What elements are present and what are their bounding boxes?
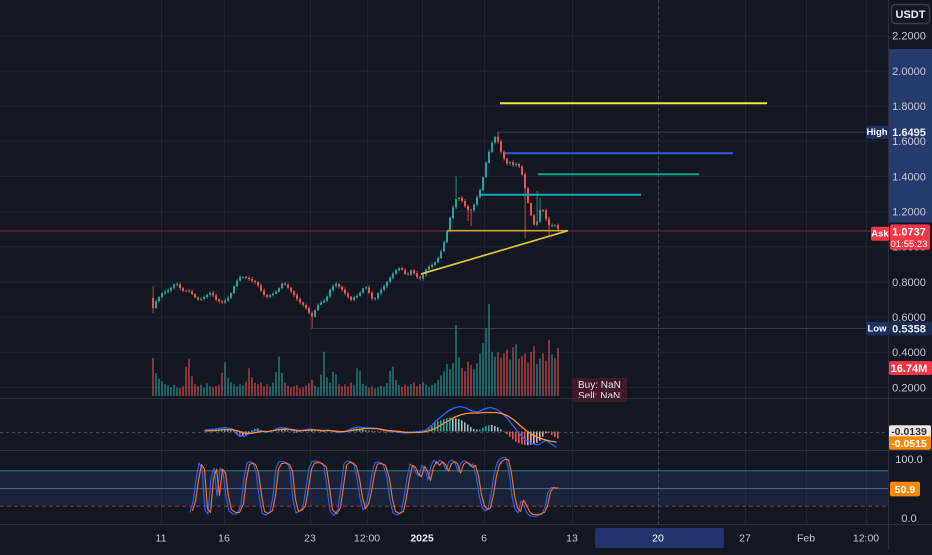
svg-text:Feb: Feb	[797, 533, 815, 545]
svg-text:Ask: Ask	[871, 229, 889, 240]
svg-text:0.6000: 0.6000	[892, 312, 926, 324]
svg-text:16.74M: 16.74M	[891, 363, 928, 375]
svg-text:27: 27	[739, 533, 751, 545]
svg-text:16: 16	[218, 533, 230, 545]
svg-text:1.4000: 1.4000	[892, 171, 926, 183]
svg-text:23: 23	[304, 533, 316, 545]
svg-text:0.5358: 0.5358	[892, 323, 926, 335]
svg-text:0.2000: 0.2000	[892, 382, 926, 394]
svg-text:1.2000: 1.2000	[892, 207, 926, 219]
svg-text:High: High	[866, 127, 887, 138]
svg-text:6: 6	[481, 533, 487, 545]
svg-text:12:00: 12:00	[354, 533, 380, 545]
svg-text:2.2000: 2.2000	[892, 31, 926, 43]
svg-text:Buy: NaN: Buy: NaN	[578, 380, 621, 391]
svg-text:50.9: 50.9	[895, 484, 916, 496]
svg-text:-0.0515: -0.0515	[891, 438, 927, 450]
svg-text:100.0: 100.0	[895, 454, 923, 466]
svg-text:1.6495: 1.6495	[892, 127, 926, 139]
svg-text:11: 11	[156, 533, 167, 545]
svg-text:1.6000: 1.6000	[892, 136, 926, 148]
svg-text:Low: Low	[868, 323, 888, 334]
svg-text:20: 20	[652, 533, 664, 545]
svg-text:-0.0139: -0.0139	[891, 426, 927, 438]
svg-text:1.8000: 1.8000	[892, 101, 926, 113]
svg-text:13: 13	[566, 533, 578, 545]
svg-text:01:55:23: 01:55:23	[891, 239, 928, 250]
svg-text:Sell: NaN: Sell: NaN	[578, 391, 620, 402]
svg-text:12:00: 12:00	[853, 533, 879, 545]
svg-text:1.0737: 1.0737	[892, 226, 926, 238]
svg-text:0.8000: 0.8000	[892, 277, 926, 289]
svg-text:0.0: 0.0	[901, 513, 916, 525]
svg-text:2.0000: 2.0000	[892, 66, 926, 78]
svg-text:USDT: USDT	[896, 9, 926, 21]
svg-text:2025: 2025	[410, 533, 434, 545]
svg-text:0.4000: 0.4000	[892, 347, 926, 359]
